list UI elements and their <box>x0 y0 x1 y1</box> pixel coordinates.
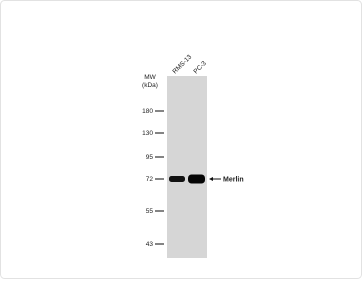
marker-label: 95 <box>146 154 154 161</box>
marker-label: 180 <box>142 108 153 115</box>
mw-unit: (kDa) <box>142 82 158 89</box>
mw-label: MW <box>144 74 156 81</box>
gel <box>167 76 207 258</box>
band <box>188 175 205 184</box>
band <box>169 176 185 182</box>
marker-label: 43 <box>146 241 154 248</box>
marker-label: 55 <box>146 208 154 215</box>
figure: MW (kDa) RMS-13 PC-3 180 130 95 72 55 43… <box>0 0 362 279</box>
marker-label: 130 <box>142 130 153 137</box>
marker-label: 72 <box>146 176 154 183</box>
band-label: Merlin <box>223 177 244 184</box>
